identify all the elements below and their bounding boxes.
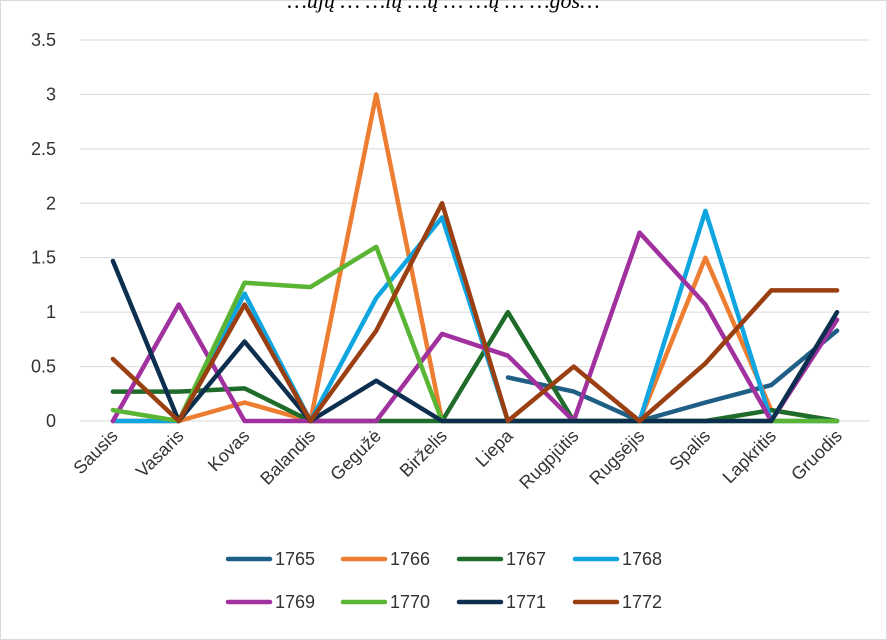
legend-label: 1770 xyxy=(390,592,430,612)
x-tick-label: Birželis xyxy=(396,426,451,481)
y-tick-label: 3.5 xyxy=(31,30,56,50)
y-tick-label: 0 xyxy=(46,411,56,431)
legend-label: 1765 xyxy=(275,549,315,569)
x-tick-label: Sausis xyxy=(69,426,121,478)
x-tick-label: Liepa xyxy=(471,425,517,471)
x-tick-label: Gegužė xyxy=(326,426,385,485)
legend-label: 1772 xyxy=(622,592,662,612)
legend-label: 1771 xyxy=(506,592,546,612)
y-tick-label: 1.5 xyxy=(31,248,56,268)
x-tick-label: Lapkritis xyxy=(719,426,781,488)
x-tick-label: Vasaris xyxy=(132,426,188,482)
legend-label: 1768 xyxy=(622,549,662,569)
legend-label: 1767 xyxy=(506,549,546,569)
x-tick-label: Gruodis xyxy=(787,426,846,485)
x-tick-label: Balandis xyxy=(256,426,319,489)
x-tick-label: Spalis xyxy=(665,426,714,475)
x-tick-label: Rugpjūtis xyxy=(515,426,582,493)
y-tick-label: 3 xyxy=(46,84,56,104)
y-tick-label: 2 xyxy=(46,193,56,213)
legend-label: 1769 xyxy=(275,592,315,612)
x-tick-label: Kovas xyxy=(204,426,254,476)
legend-label: 1766 xyxy=(390,549,430,569)
y-tick-label: 2.5 xyxy=(31,139,56,159)
x-tick-label: Rugsėjis xyxy=(585,426,648,489)
y-tick-label: 0.5 xyxy=(31,357,56,377)
y-tick-label: 1 xyxy=(46,302,56,322)
